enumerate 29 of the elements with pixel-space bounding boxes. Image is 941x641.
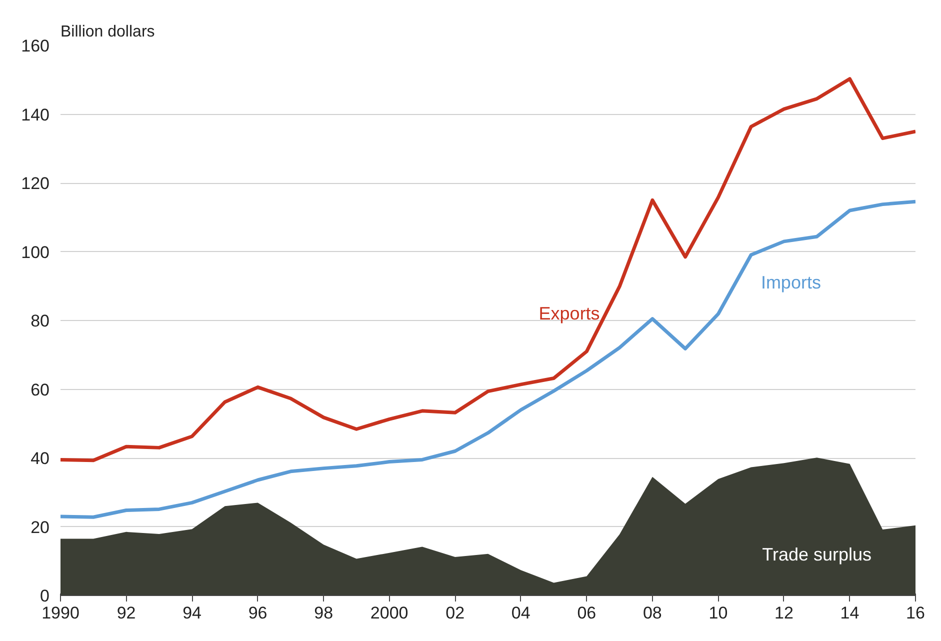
y-axis-title: Billion dollars: [60, 24, 155, 40]
x-tick-label: 1990: [42, 604, 80, 622]
y-tick-label: 80: [30, 312, 50, 330]
x-tick-label: 94: [182, 604, 202, 622]
x-tick-label: 02: [446, 604, 465, 622]
x-tick-label: 04: [511, 604, 530, 622]
x-tick-label: 96: [248, 604, 268, 622]
x-tick-label: 92: [116, 604, 136, 622]
x-tick-label: 14: [840, 604, 860, 622]
line-series: [60, 77, 916, 462]
x-tick-label: 12: [774, 604, 794, 622]
y-tick-label: 20: [30, 518, 50, 537]
y-tick-label: 120: [21, 174, 50, 193]
y-tick-label: 160: [21, 36, 50, 56]
series-label: Trade surplus: [762, 544, 872, 564]
x-tick-label: 08: [642, 604, 662, 622]
line-series: [60, 200, 916, 519]
y-tick-label: 140: [21, 105, 50, 124]
x-tick-label: 2000: [370, 604, 408, 622]
x-tick-label: 10: [708, 604, 728, 622]
y-tick-label: 60: [30, 380, 50, 400]
y-tick-label: 40: [30, 449, 50, 468]
y-tick-label: 0: [40, 586, 50, 606]
x-tick-label: 98: [314, 604, 334, 622]
x-tick-label: 06: [577, 604, 596, 622]
series-label: Exports: [538, 304, 600, 324]
x-tick-label: 16: [906, 604, 925, 622]
y-tick-label: 100: [21, 242, 50, 262]
series-label: Imports: [760, 272, 821, 293]
